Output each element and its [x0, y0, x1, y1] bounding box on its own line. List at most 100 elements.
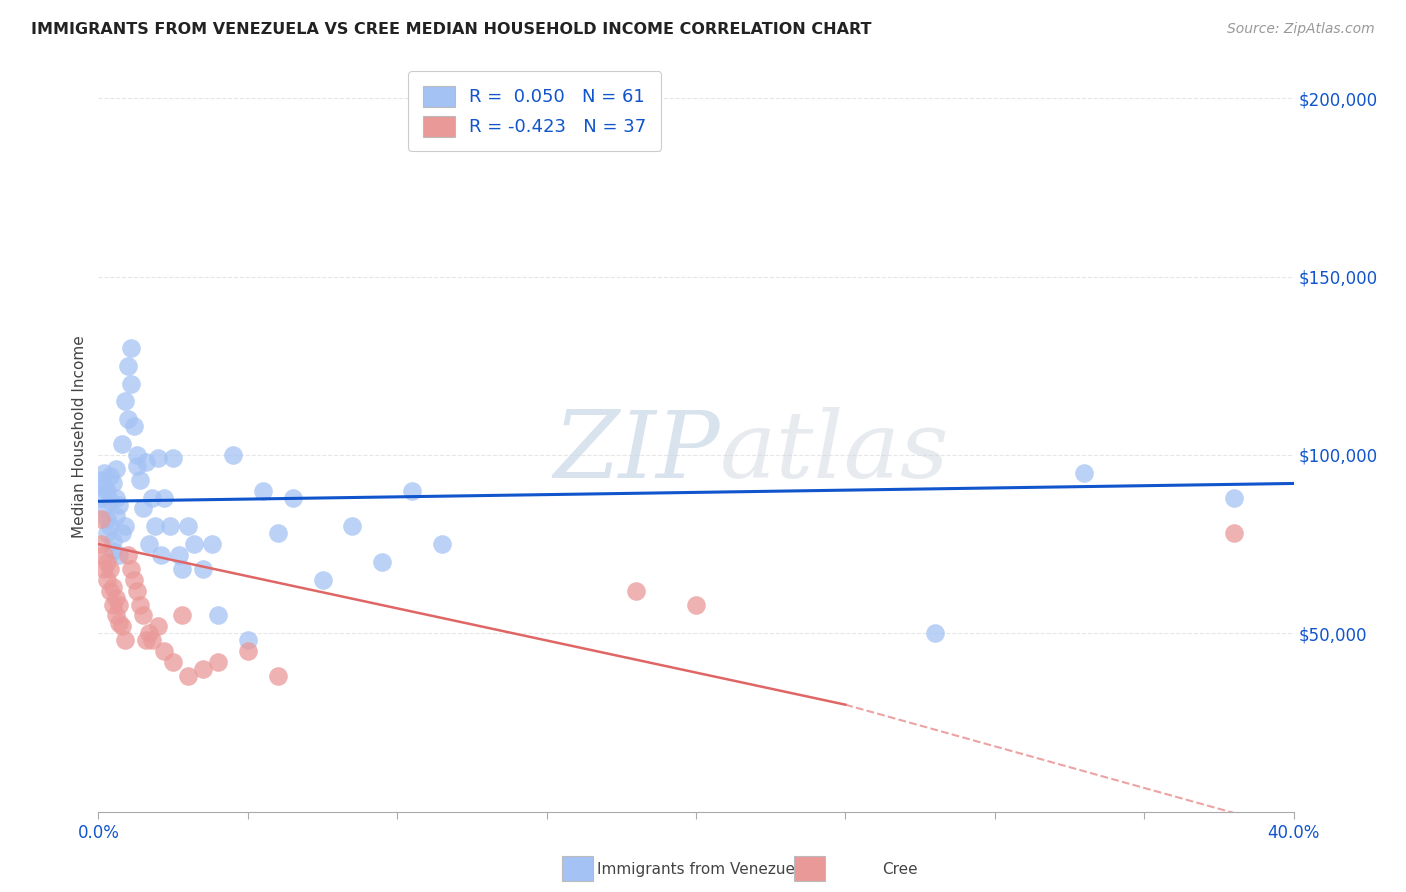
Point	[207, 655, 229, 669]
Point	[342, 519, 364, 533]
Point	[401, 483, 423, 498]
Point	[93, 501, 115, 516]
Point	[120, 341, 142, 355]
Point	[98, 519, 122, 533]
Text: Source: ZipAtlas.com: Source: ZipAtlas.com	[1227, 22, 1375, 37]
Point	[124, 419, 146, 434]
Point	[148, 451, 170, 466]
Point	[148, 619, 170, 633]
Point	[153, 491, 176, 505]
Text: ZIP: ZIP	[553, 407, 720, 497]
Point	[117, 412, 139, 426]
Point	[135, 633, 157, 648]
Point	[191, 662, 214, 676]
Point	[236, 644, 259, 658]
Point	[172, 608, 194, 623]
Point	[159, 519, 181, 533]
Point	[98, 562, 122, 576]
Point	[103, 476, 125, 491]
Point	[114, 519, 136, 533]
Point	[111, 437, 134, 451]
Point	[267, 526, 290, 541]
Point	[111, 526, 134, 541]
Point	[311, 573, 333, 587]
Y-axis label: Median Household Income: Median Household Income	[72, 335, 87, 539]
Point	[162, 451, 184, 466]
Point	[108, 498, 131, 512]
Point	[685, 598, 707, 612]
Text: atlas: atlas	[720, 407, 949, 497]
Point	[93, 466, 115, 480]
Point	[96, 512, 118, 526]
Point	[143, 519, 166, 533]
Point	[267, 669, 290, 683]
Point	[281, 491, 304, 505]
Point	[135, 455, 157, 469]
Point	[141, 491, 163, 505]
Point	[127, 448, 149, 462]
Point	[105, 491, 128, 505]
Point	[177, 669, 200, 683]
Point	[90, 537, 112, 551]
Point	[141, 633, 163, 648]
Point	[138, 626, 160, 640]
Point	[120, 376, 142, 391]
Point	[108, 598, 131, 612]
Point	[98, 469, 122, 483]
Point	[153, 644, 176, 658]
Point	[167, 548, 190, 562]
Point	[1073, 466, 1095, 480]
Point	[132, 501, 155, 516]
Point	[626, 583, 648, 598]
Point	[105, 462, 128, 476]
Point	[105, 608, 128, 623]
Point	[96, 573, 118, 587]
Point	[207, 608, 229, 623]
Point	[98, 494, 122, 508]
Point	[108, 615, 131, 630]
Point	[201, 537, 224, 551]
Point	[120, 562, 142, 576]
Point	[105, 508, 128, 523]
Point	[117, 548, 139, 562]
Point	[129, 473, 152, 487]
Point	[103, 544, 125, 558]
Point	[96, 555, 118, 569]
Point	[177, 519, 200, 533]
Point	[129, 598, 152, 612]
Point	[138, 537, 160, 551]
Point	[98, 583, 122, 598]
Point	[430, 537, 453, 551]
Point	[371, 555, 394, 569]
Point	[103, 580, 125, 594]
Point	[114, 394, 136, 409]
Point	[191, 562, 214, 576]
Point	[90, 491, 112, 505]
Point	[111, 619, 134, 633]
Point	[132, 608, 155, 623]
Point	[127, 458, 149, 473]
Point	[127, 583, 149, 598]
Point	[172, 562, 194, 576]
Point	[96, 526, 118, 541]
Point	[108, 548, 131, 562]
Point	[90, 512, 112, 526]
Text: Cree: Cree	[882, 863, 918, 877]
Point	[103, 533, 125, 548]
Point	[924, 626, 946, 640]
Point	[93, 562, 115, 576]
Point	[117, 359, 139, 373]
Point	[150, 548, 173, 562]
Text: IMMIGRANTS FROM VENEZUELA VS CREE MEDIAN HOUSEHOLD INCOME CORRELATION CHART: IMMIGRANTS FROM VENEZUELA VS CREE MEDIAN…	[31, 22, 872, 37]
Text: Immigrants from Venezuela: Immigrants from Venezuela	[598, 863, 808, 877]
Point	[236, 633, 259, 648]
Point	[114, 633, 136, 648]
Point	[93, 480, 115, 494]
Legend: R =  0.050   N = 61, R = -0.423   N = 37: R = 0.050 N = 61, R = -0.423 N = 37	[408, 71, 661, 151]
Point	[105, 591, 128, 605]
Point	[183, 537, 205, 551]
Point	[96, 483, 118, 498]
Point	[103, 598, 125, 612]
Point	[162, 655, 184, 669]
Point	[1223, 526, 1246, 541]
